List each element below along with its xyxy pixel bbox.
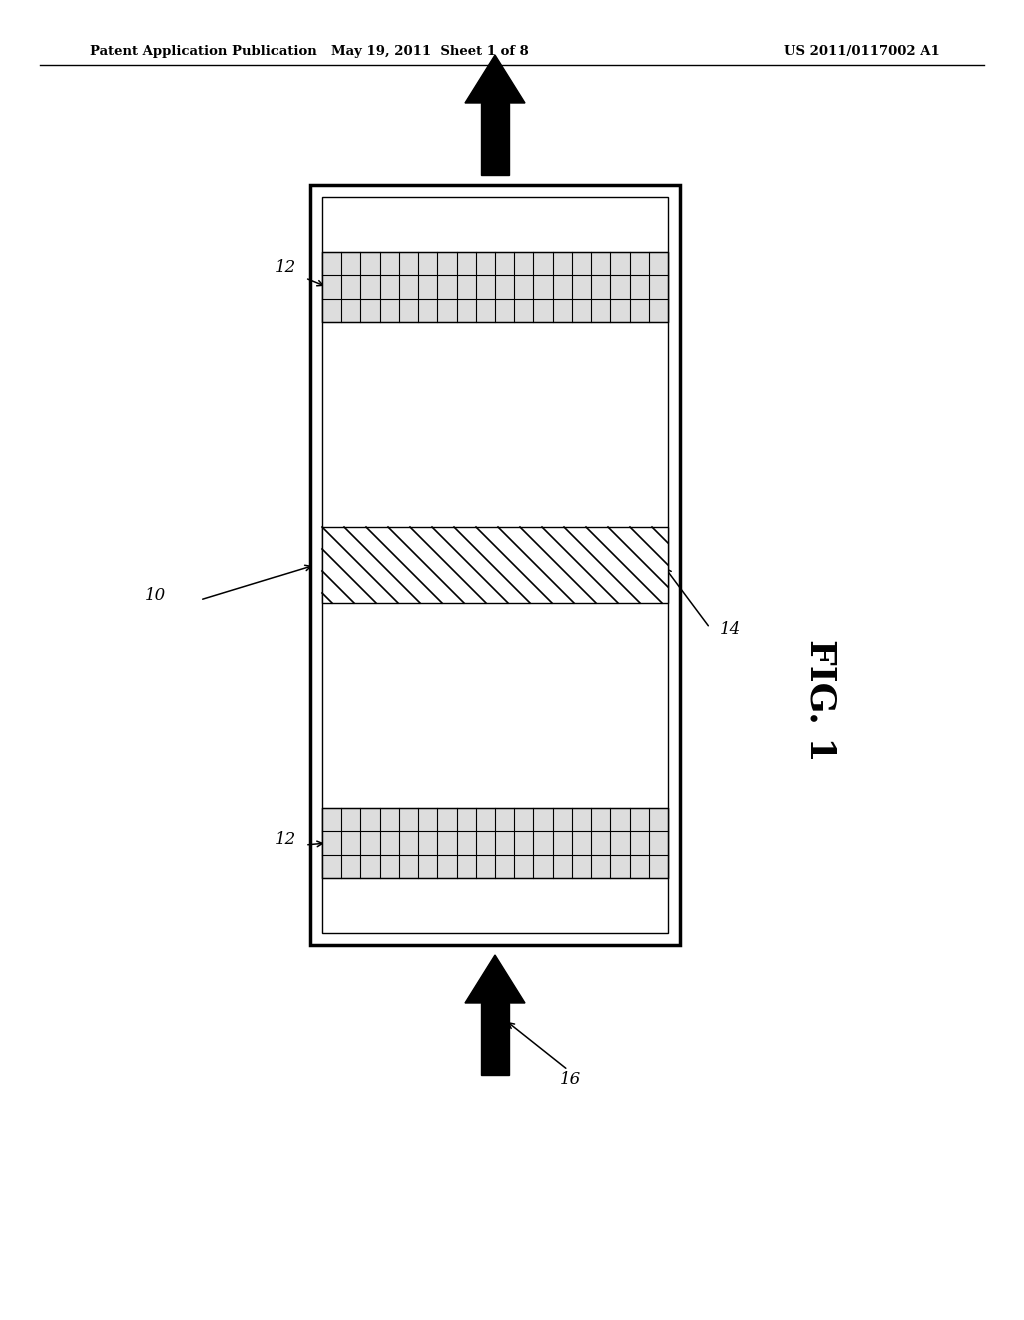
Text: 16: 16 xyxy=(490,87,511,103)
Text: 12: 12 xyxy=(274,260,296,276)
Text: 16: 16 xyxy=(560,1072,582,1089)
Bar xyxy=(322,252,668,322)
Bar xyxy=(322,527,668,603)
Polygon shape xyxy=(465,55,525,103)
Text: May 19, 2011  Sheet 1 of 8: May 19, 2011 Sheet 1 of 8 xyxy=(331,45,528,58)
Text: US 2011/0117002 A1: US 2011/0117002 A1 xyxy=(784,45,940,58)
Text: 14: 14 xyxy=(720,622,741,639)
Text: Patent Application Publication: Patent Application Publication xyxy=(90,45,316,58)
Bar xyxy=(322,808,668,878)
Bar xyxy=(481,103,509,176)
Polygon shape xyxy=(465,954,525,1003)
Bar xyxy=(481,1003,509,1074)
Bar xyxy=(310,185,680,945)
Text: 10: 10 xyxy=(144,586,166,603)
Bar xyxy=(322,197,668,933)
Text: 12: 12 xyxy=(274,832,296,849)
Text: FIG. 1: FIG. 1 xyxy=(803,639,837,762)
